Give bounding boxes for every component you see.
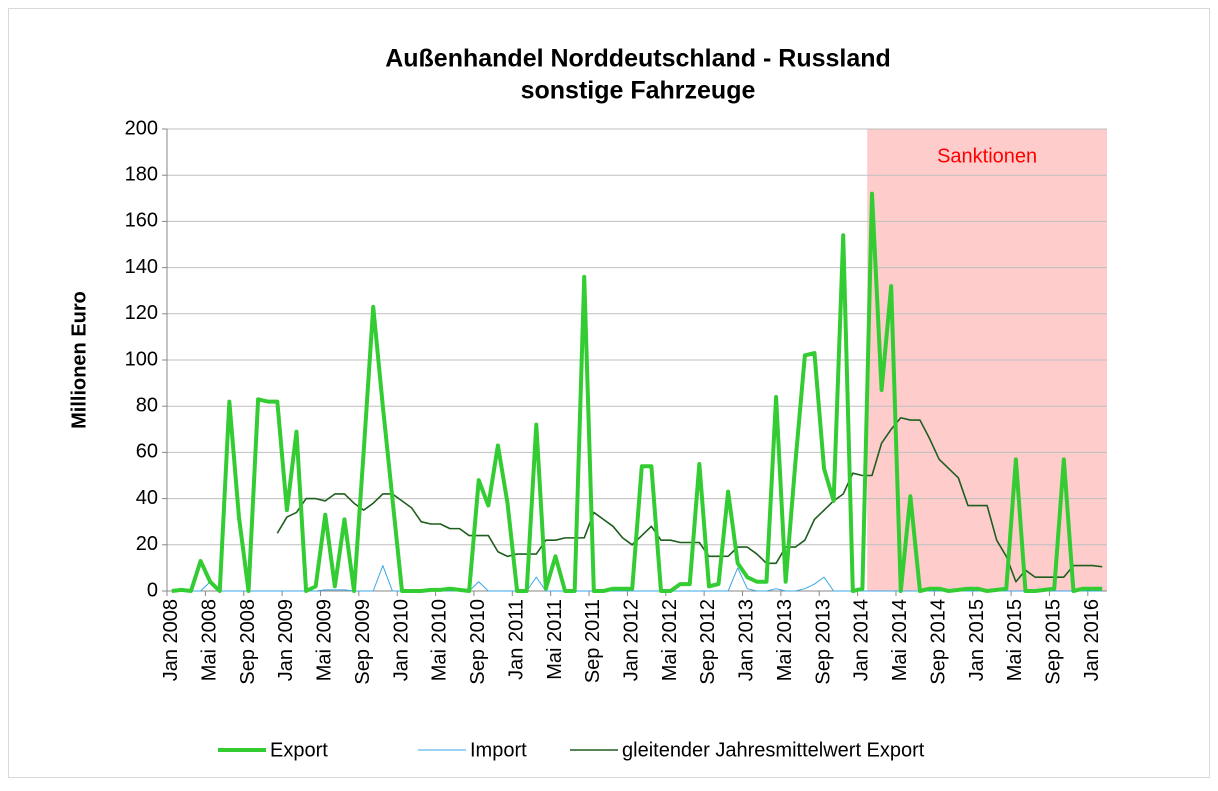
- legend-label: Export: [270, 739, 328, 761]
- x-tick-label: Sep 2012: [697, 599, 719, 685]
- y-tick-label: 100: [125, 348, 158, 370]
- x-tick-label: Mai 2015: [1004, 599, 1026, 681]
- x-tick-label: Jan 2016: [1081, 599, 1103, 681]
- x-tick-label: Mai 2013: [774, 599, 796, 681]
- x-tick-label: Mai 2012: [659, 599, 681, 681]
- x-tick-label: Jan 2011: [505, 599, 527, 680]
- x-tick-label: Jan 2014: [851, 599, 873, 681]
- x-tick-label: Sep 2015: [1043, 599, 1065, 685]
- y-tick-label: 140: [125, 256, 158, 278]
- y-tick-label: 160: [125, 210, 158, 232]
- x-tick-label: Mai 2009: [314, 599, 336, 681]
- x-tick-label: Jan 2012: [620, 599, 642, 681]
- y-tick-label: 60: [136, 441, 158, 463]
- y-tick-label: 0: [147, 579, 158, 601]
- y-tick-label: 180: [125, 163, 158, 185]
- chart-title: Außenhandel Norddeutschland - Russland: [385, 45, 891, 73]
- y-axis-label: Millionen Euro: [68, 291, 90, 429]
- x-tick-label: Mai 2010: [429, 599, 451, 681]
- x-tick-label: Sep 2008: [237, 599, 259, 685]
- x-tick-label: Jan 2013: [736, 599, 758, 681]
- legend-label: Import: [470, 739, 527, 761]
- x-tick-label: Jan 2009: [275, 599, 297, 681]
- chart-subtitle: sonstige Fahrzeuge: [521, 77, 756, 105]
- y-tick-label: 120: [125, 302, 158, 324]
- x-tick-label: Mai 2014: [889, 599, 911, 681]
- y-tick-label: 40: [136, 487, 158, 509]
- series-line: [276, 416, 1103, 583]
- y-tick-label: 80: [136, 394, 158, 416]
- legend-label: gleitender Jahresmittelwert Export: [622, 739, 925, 761]
- x-tick-label: Sep 2010: [467, 599, 489, 685]
- x-tick-label: Jan 2010: [390, 599, 412, 681]
- x-tick-label: Sep 2013: [812, 599, 834, 685]
- x-tick-label: Jan 2008: [160, 599, 182, 681]
- x-tick-label: Sep 2011: [582, 599, 604, 683]
- x-tick-label: Mai 2011: [544, 599, 566, 680]
- x-tick-label: Sep 2014: [927, 599, 949, 685]
- x-tick-label: Jan 2015: [966, 599, 988, 681]
- sanction-label: Sanktionen: [937, 145, 1037, 167]
- y-tick-label: 200: [125, 117, 158, 139]
- series-line: [171, 191, 1103, 593]
- x-tick-label: Mai 2008: [198, 599, 220, 681]
- x-tick-label: Sep 2009: [352, 599, 374, 685]
- y-tick-label: 20: [136, 533, 158, 555]
